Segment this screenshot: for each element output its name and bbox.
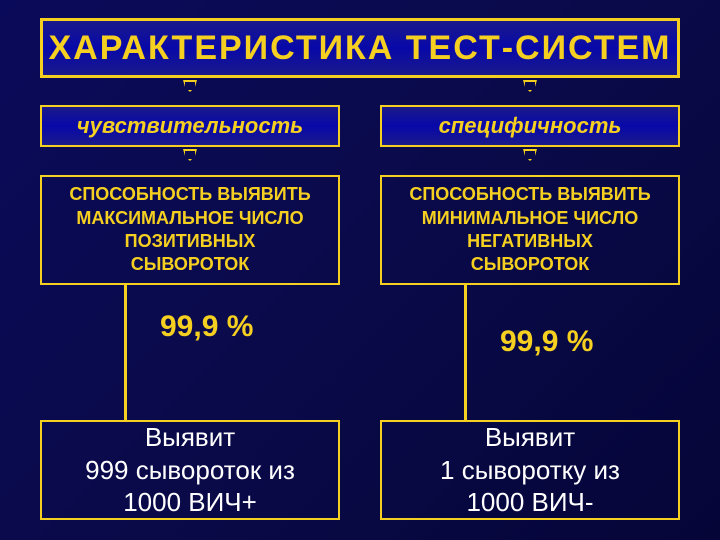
right-desc-box: СПОСОБНОСТЬ ВЫЯВИТЬ МИНИМАЛЬНОЕ ЧИСЛО НЕ… [380,175,680,285]
left-result-box: Выявит 999 сывороток из 1000 ВИЧ+ [40,420,340,520]
left-desc-box: СПОСОБНОСТЬ ВЫЯВИТЬ МАКСИМАЛЬНОЕ ЧИСЛО П… [40,175,340,285]
right-desc-text: СПОСОБНОСТЬ ВЫЯВИТЬ МИНИМАЛЬНОЕ ЧИСЛО НЕ… [409,183,650,277]
title-box: ХАРАКТЕРИСТИКА ТЕСТ-СИСТЕМ [40,18,680,78]
left-subtitle-box: чувствительность [40,105,340,147]
connector-right-stem-top [464,285,467,420]
left-subtitle-text: чувствительность [77,113,303,139]
connector-title-right [523,80,537,92]
connector-right-sub-desc [523,149,537,161]
connector-left-stem-top [124,285,127,420]
left-result-text: Выявит 999 сывороток из 1000 ВИЧ+ [85,421,295,519]
right-result-text: Выявит 1 сыворотку из 1000 ВИЧ- [440,421,620,519]
right-subtitle-box: специфичность [380,105,680,147]
left-percent: 99,9 % [160,310,253,344]
connector-title-left [183,80,197,92]
right-percent: 99,9 % [500,325,593,359]
left-desc-text: СПОСОБНОСТЬ ВЫЯВИТЬ МАКСИМАЛЬНОЕ ЧИСЛО П… [69,183,310,277]
connector-left-sub-desc [183,149,197,161]
right-subtitle-text: специфичность [439,113,622,139]
title-text: ХАРАКТЕРИСТИКА ТЕСТ-СИСТЕМ [48,29,671,68]
right-result-box: Выявит 1 сыворотку из 1000 ВИЧ- [380,420,680,520]
